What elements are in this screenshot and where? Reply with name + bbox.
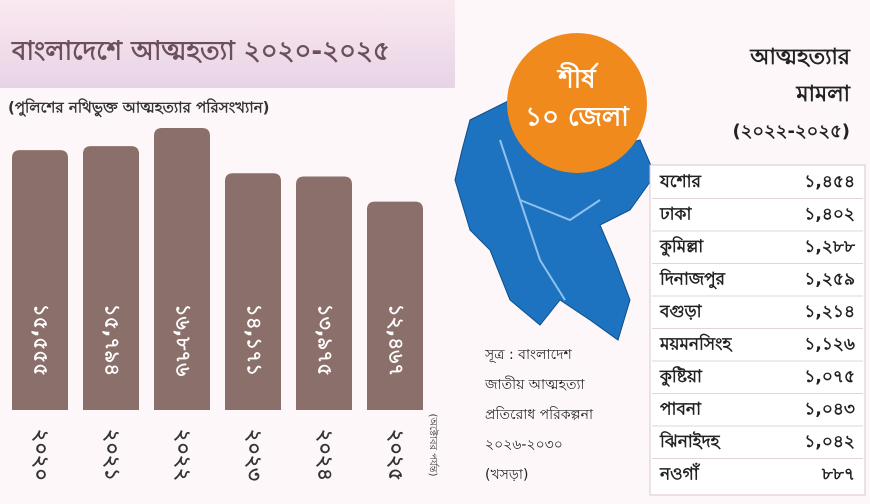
value-label: ১৫,৭৯৪ <box>101 304 125 377</box>
x-tick-label: ২০২২ <box>172 429 196 481</box>
table-box <box>649 164 866 496</box>
x-tick-label: ২০২১ <box>101 429 125 481</box>
count: ১,৪৫৪ <box>804 172 855 192</box>
count: ৮৮৭ <box>821 465 855 485</box>
table-title: মামলা <box>795 82 851 107</box>
rivers <box>499 139 601 301</box>
x-tick-label: ২০২৩ <box>243 429 267 481</box>
badge-text: ১০ জেলা <box>525 103 630 133</box>
bar <box>83 146 139 410</box>
district: কুষ্টিয়া <box>659 365 703 387</box>
bar <box>154 128 210 410</box>
x-tick-note: (অক্টোবর পর্যন্ত) <box>427 413 439 476</box>
value-label: ১২,৪৬৭ <box>385 304 409 377</box>
x-tick-label: ২০২৪ <box>314 429 338 481</box>
title-box <box>0 0 455 88</box>
district: দিনাজপুর <box>659 268 726 290</box>
source: সূত্র : বাংলাদেশ <box>484 347 573 363</box>
value-label: ১৫,৫৫৫ <box>30 304 54 377</box>
count: ১,০৪৩ <box>804 400 855 420</box>
bar <box>225 173 281 410</box>
value-label: ১৬,৮৭৬ <box>172 304 196 377</box>
count: ১,২৫৯ <box>804 270 855 290</box>
x-tick-label: ২০২০ <box>30 429 54 481</box>
x-tick-label: ২০২৫ <box>385 429 409 481</box>
district: যশোর <box>659 172 702 192</box>
district: ঢাকা <box>659 205 692 225</box>
district: নওগাঁ <box>659 463 701 485</box>
value-label: ১৩,৯৭৫ <box>314 304 338 377</box>
count: ১,২১৪ <box>804 302 855 322</box>
district: কুমিল্লা <box>659 235 704 257</box>
source: ২০২৬-২০৩০ <box>485 437 563 453</box>
district: পাবনা <box>660 400 702 420</box>
district: ঝিনাইদহ <box>659 430 722 452</box>
district: বগুড়া <box>659 302 703 322</box>
chart-title: বাংলাদেশে আত্মহত্যা ২০২০-২০২৫ <box>11 37 390 67</box>
table-title: আত্মহত্যার <box>749 45 851 70</box>
count: ১,১২৬ <box>804 335 855 355</box>
bar <box>12 150 68 410</box>
source: (খসড়া) <box>485 467 528 483</box>
bar <box>367 201 423 410</box>
source: প্রতিরোধ পরিকল্পনা <box>485 406 594 423</box>
table-title: (২০২২-২০২৫) <box>732 121 850 142</box>
value-label: ১৪,১৭১ <box>243 304 267 377</box>
count: ১,০৭৫ <box>804 367 855 387</box>
count: ১,০৪২ <box>804 432 855 452</box>
count: ১,৪০২ <box>804 205 855 225</box>
chart-subtitle: (পুলিশের নথিভুক্ত আত্মহত্যার পরিসংখ্যান) <box>8 98 270 118</box>
bar <box>296 176 352 410</box>
source: জাতীয় আত্মহত্যা <box>484 376 586 393</box>
badge-text: শীর্ষ <box>556 62 599 95</box>
count: ১,২৮৮ <box>804 237 856 257</box>
district: ময়মনসিংহ <box>659 333 733 355</box>
badge <box>507 33 647 173</box>
